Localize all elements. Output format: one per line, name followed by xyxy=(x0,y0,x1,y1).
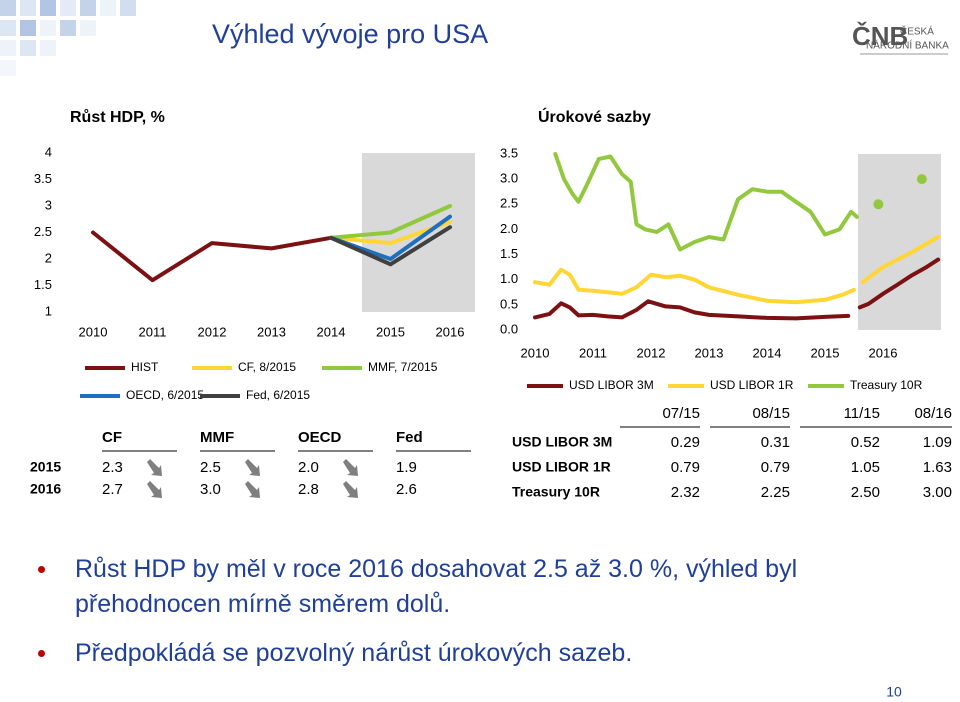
data-line xyxy=(91,230,333,283)
x-tick-label: 2016 xyxy=(869,345,898,360)
table-row-label: USD LIBOR 1R xyxy=(512,459,611,475)
page-number: 10 xyxy=(886,684,902,700)
table-cell: 2.7 xyxy=(102,481,123,498)
trend-arrow xyxy=(147,481,162,498)
y-tick-label: 4 xyxy=(45,144,52,159)
table-header: CF xyxy=(102,429,122,446)
x-tick-label: 2015 xyxy=(811,345,840,360)
table-header: 07/15 xyxy=(662,405,700,422)
trend-arrow xyxy=(343,459,358,476)
header-decoration xyxy=(0,0,136,76)
legend-label: OECD, 6/2015 xyxy=(126,388,204,402)
table-cell: 2.5 xyxy=(200,459,221,476)
logo-line: ČESKÁ xyxy=(900,25,934,38)
trend-arrow xyxy=(147,459,162,476)
data-line xyxy=(533,267,856,305)
table-cell: 2.0 xyxy=(298,459,319,476)
bullet: Předpokládá se pozvolný nárůst úrokových… xyxy=(38,636,878,671)
x-tick-label: 2012 xyxy=(637,345,666,360)
x-tick-label: 2015 xyxy=(376,324,405,339)
table-cell: 1.05 xyxy=(851,459,880,476)
y-tick-label: 3 xyxy=(45,197,52,212)
legend-label: USD LIBOR 3M xyxy=(569,378,654,392)
table-cell: 1.63 xyxy=(923,459,952,476)
logo-mark: ČNB xyxy=(852,21,908,51)
slide-title: Výhled vývoje pro USA xyxy=(212,19,488,49)
y-tick-label: 1 xyxy=(45,303,52,318)
x-tick-label: 2010 xyxy=(521,345,550,360)
legend-label: HIST xyxy=(131,360,159,374)
table-cell: 1.09 xyxy=(923,434,952,451)
y-tick-label: 1.0 xyxy=(500,271,518,286)
table-cell: 2.32 xyxy=(671,484,700,501)
table-cell: 2.6 xyxy=(396,481,417,498)
bullet: Růst HDP by měl v roce 2016 dosahovat 2.… xyxy=(38,552,878,622)
table-cell: 3.00 xyxy=(923,484,952,501)
table-row-label: USD LIBOR 3M xyxy=(512,434,612,450)
legend-label: MMF, 7/2015 xyxy=(368,360,438,374)
data-line xyxy=(553,152,859,252)
table-cell: 0.29 xyxy=(671,434,700,451)
x-tick-label: 2016 xyxy=(436,324,465,339)
table-cell: 2.50 xyxy=(851,484,880,501)
y-tick-label: 0.5 xyxy=(500,296,518,311)
y-tick-label: 2 xyxy=(45,250,52,265)
y-tick-label: 2.5 xyxy=(500,196,518,211)
y-tick-label: 3.5 xyxy=(34,171,52,186)
trend-arrow xyxy=(343,481,358,498)
y-tick-label: 3.5 xyxy=(500,145,518,160)
table-cell: 0.31 xyxy=(761,434,790,451)
table-cell: 3.0 xyxy=(200,481,221,498)
table-row-label: 2016 xyxy=(30,481,61,497)
table-row-label: Treasury 10R xyxy=(512,484,600,500)
table-cell: 0.79 xyxy=(671,459,700,476)
data-line xyxy=(329,204,452,240)
table-header: OECD xyxy=(298,429,342,446)
legend-label: USD LIBOR 1R xyxy=(710,378,794,392)
table-header: Fed xyxy=(396,429,423,446)
data-point xyxy=(916,174,927,185)
data-line xyxy=(860,235,941,285)
x-tick-label: 2012 xyxy=(198,324,227,339)
trend-arrow xyxy=(245,459,260,476)
table-cell: 0.79 xyxy=(761,459,790,476)
table-cell: 1.9 xyxy=(396,459,417,476)
table-header: 11/15 xyxy=(844,405,880,422)
x-tick-label: 2014 xyxy=(317,324,346,339)
y-tick-label: 1.5 xyxy=(34,277,52,292)
x-tick-label: 2010 xyxy=(79,324,108,339)
table-cell: 0.52 xyxy=(851,434,880,451)
y-tick-label: 2.0 xyxy=(500,221,518,236)
table-cell: 2.25 xyxy=(761,484,790,501)
chart-title: Úrokové sazby xyxy=(538,107,651,126)
logo-line: NÁRODNÍ BANKA xyxy=(866,39,949,52)
y-tick-label: 1.5 xyxy=(500,246,518,261)
legend-label: CF, 8/2015 xyxy=(238,360,296,374)
x-tick-label: 2013 xyxy=(257,324,286,339)
data-line xyxy=(533,299,851,321)
legend-label: Fed, 6/2015 xyxy=(246,388,310,402)
table-cell: 2.8 xyxy=(298,481,319,498)
x-tick-label: 2011 xyxy=(139,324,167,339)
trend-arrow xyxy=(245,481,260,498)
table-cell: 2.3 xyxy=(102,459,123,476)
table-row-label: 2015 xyxy=(30,459,61,475)
x-tick-label: 2011 xyxy=(579,345,607,360)
data-point xyxy=(873,199,884,210)
y-tick-label: 2.5 xyxy=(34,224,52,239)
bullet-list: Růst HDP by měl v roce 2016 dosahovat 2.… xyxy=(38,552,878,685)
table-header: 08/15 xyxy=(752,405,790,422)
legend-label: Treasury 10R xyxy=(850,378,923,392)
data-line xyxy=(329,225,452,267)
y-tick-label: 3.0 xyxy=(500,171,518,186)
x-tick-label: 2014 xyxy=(753,345,782,360)
chart-title: Růst HDP, % xyxy=(70,109,165,126)
y-tick-label: 0.0 xyxy=(500,321,518,336)
data-line xyxy=(857,257,941,310)
table-header: MMF xyxy=(200,429,234,446)
x-tick-label: 2013 xyxy=(695,345,724,360)
table-header: 08/16 xyxy=(914,405,952,422)
